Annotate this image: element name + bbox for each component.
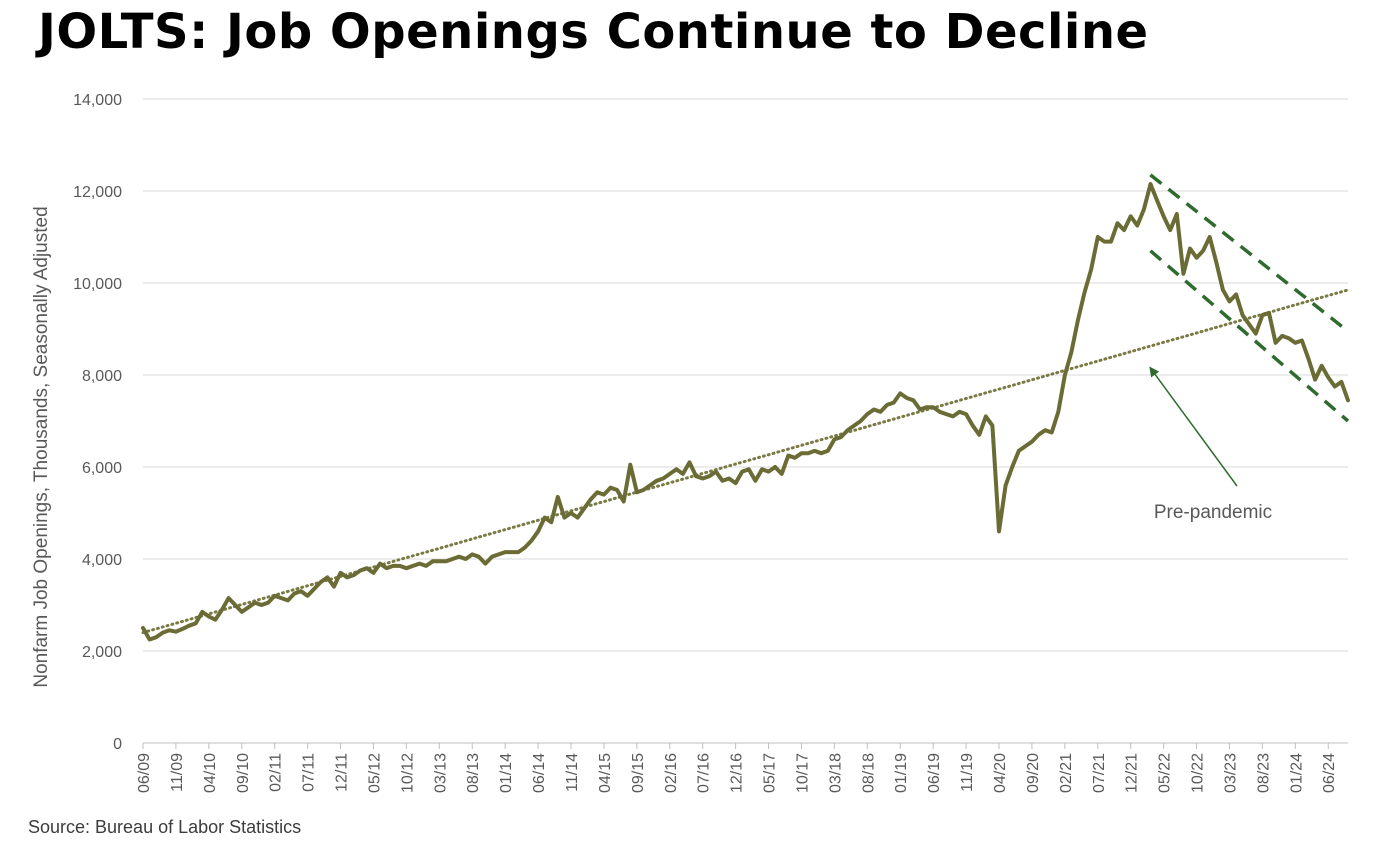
x-tick-label: 08/13 xyxy=(465,753,482,793)
x-tick-label: 10/17 xyxy=(794,753,811,793)
x-tick-label: 05/22 xyxy=(1157,753,1174,793)
annotation-arrow xyxy=(1149,366,1238,487)
trendline-dashed xyxy=(1149,249,1350,423)
x-tick-label: 03/13 xyxy=(432,753,449,793)
x-tick-label: 10/22 xyxy=(1190,753,1207,793)
x-tick-label: 06/19 xyxy=(926,753,943,793)
x-tick-label: 07/21 xyxy=(1091,753,1108,793)
gridlines xyxy=(143,98,1348,652)
y-tick-label: 4,000 xyxy=(82,552,122,569)
axes: 0 2,000 4,000 6,000 8,000 10,000 12,000 14,000 0… xyxy=(73,92,1348,793)
x-tick-label: 11/19 xyxy=(959,753,976,792)
x-tick-label: 02/16 xyxy=(663,753,680,793)
x-tick-label: 07/16 xyxy=(696,753,713,793)
x-tick-label: 09/20 xyxy=(1025,753,1042,793)
y-tick-label: 10,000 xyxy=(73,276,122,293)
x-tick-label: 06/09 xyxy=(136,753,153,793)
x-tick-label: 03/18 xyxy=(827,753,844,793)
x-tick-label: 12/16 xyxy=(729,753,746,793)
x-tick-label: 08/18 xyxy=(860,753,877,793)
series-line xyxy=(141,182,1350,642)
x-tick-label: 01/19 xyxy=(893,753,910,793)
x-tick-label: 10/12 xyxy=(399,753,416,793)
x-tick-label: 11/14 xyxy=(564,753,581,792)
x-tick-label: 01/24 xyxy=(1288,753,1305,793)
y-tick-label: 2,000 xyxy=(82,644,122,661)
x-tick-label: 12/21 xyxy=(1124,753,1141,793)
x-tick-label: 05/12 xyxy=(366,753,383,793)
x-tick-label: 02/21 xyxy=(1058,753,1075,793)
x-tick-label: 11/09 xyxy=(169,753,186,792)
y-tick-label: 8,000 xyxy=(82,368,122,385)
y-tick-label: 6,000 xyxy=(82,460,122,477)
x-tick-label: 06/24 xyxy=(1321,753,1338,793)
trendlines xyxy=(141,173,1350,635)
source-note: Source: Bureau of Labor Statistics xyxy=(28,817,302,837)
chart-title: JOLTS: Job Openings Continue to Decline xyxy=(38,4,1149,60)
x-tick-label: 05/17 xyxy=(762,753,779,793)
y-axis-label: Nonfarm Job Openings, Thousands, Seasona… xyxy=(31,206,52,687)
x-tick-label: 08/23 xyxy=(1255,753,1272,793)
x-tick-label: 02/11 xyxy=(268,753,285,792)
x-tick-label: 06/14 xyxy=(531,753,548,793)
x-tick-label: 04/20 xyxy=(992,753,1009,793)
x-tick-label: 07/11 xyxy=(301,753,318,792)
x-tick-label: 04/10 xyxy=(202,753,219,793)
y-tick-label: 0 xyxy=(113,736,122,753)
x-tick-label: 04/15 xyxy=(597,753,614,793)
x-tick-label: 09/15 xyxy=(630,753,647,793)
annotation-label: Pre-pandemic xyxy=(1154,502,1272,523)
annotations: Pre-pandemic xyxy=(1149,366,1272,523)
y-tick-label: 12,000 xyxy=(73,184,122,201)
x-tick-label: 01/14 xyxy=(498,753,515,793)
trendline-dashed xyxy=(1149,173,1350,333)
x-tick-label: 09/10 xyxy=(235,753,252,793)
y-tick-label: 14,000 xyxy=(73,92,122,109)
x-tick-label: 12/11 xyxy=(334,753,351,792)
series-layer xyxy=(141,182,1350,642)
x-tick-label: 03/23 xyxy=(1222,753,1239,793)
